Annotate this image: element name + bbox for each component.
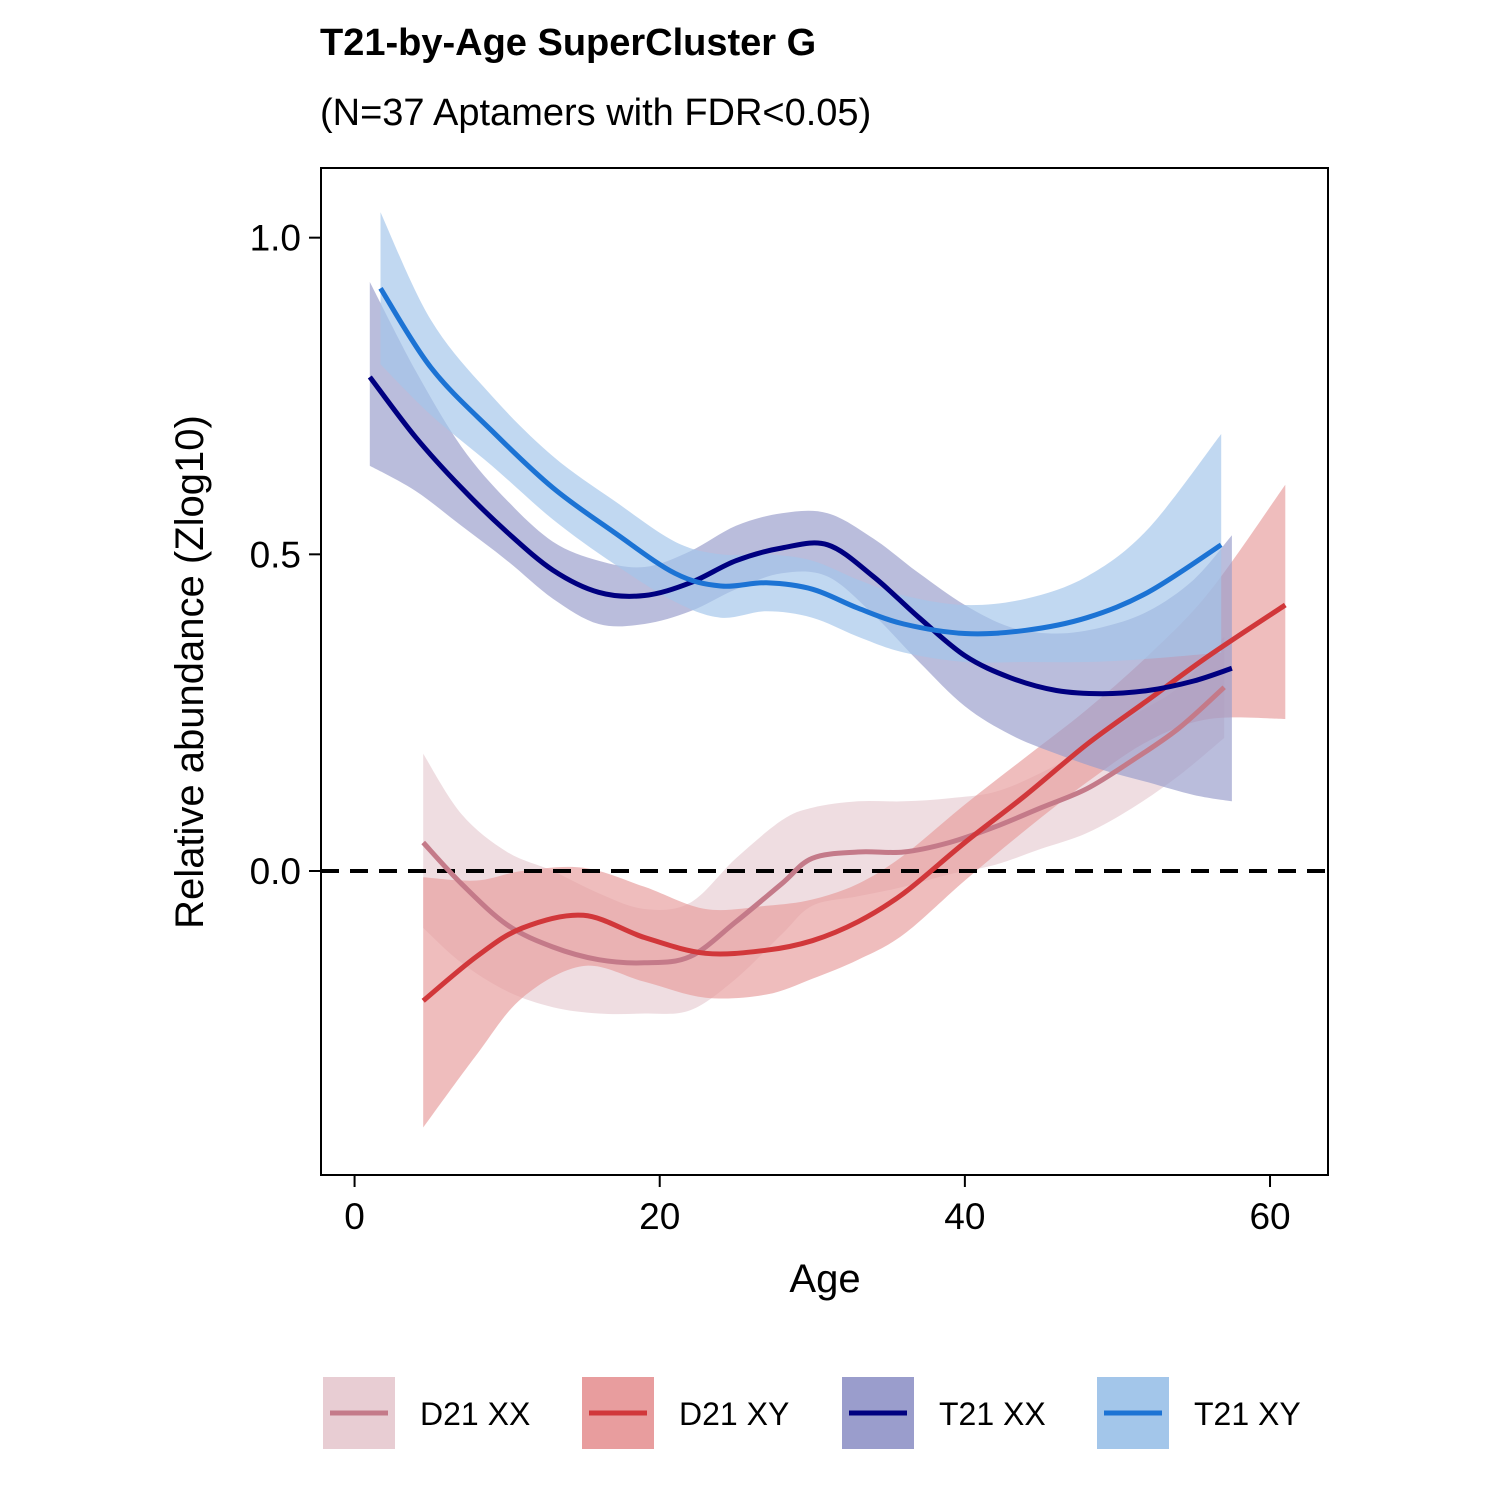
line-d21-xx [421, 685, 1226, 966]
legend: D21 XX D21 XY T21 XX T21 XY [323, 1377, 1301, 1449]
line-d21-xy [421, 602, 1287, 1003]
legend-label-d21-xx: D21 XX [420, 1396, 530, 1432]
legend-label-d21-xy: D21 XY [679, 1396, 789, 1432]
smooth-lines [367, 286, 1287, 1003]
y-axis-label: Relative abundance (Zlog10) [168, 415, 212, 929]
x-axis: 0 20 40 60 [344, 1175, 1291, 1237]
line-t21-xx [367, 375, 1233, 697]
y-axis: 0.0 0.5 1.0 [250, 218, 321, 892]
confidence-ribbons [369, 212, 1286, 1128]
y-tick-label-0: 0.0 [250, 851, 301, 892]
x-tick-label-0: 0 [344, 1196, 365, 1237]
ribbon-d21-xy [423, 484, 1286, 1128]
x-tick-label-20: 20 [639, 1196, 680, 1237]
legend-item-d21-xx: D21 XX [323, 1377, 530, 1449]
plot-panel-border [320, 167, 1329, 1176]
legend-label-t21-xy: T21 XY [1194, 1396, 1301, 1432]
line-t21-xy [378, 286, 1223, 637]
chart-title: T21-by-Age SuperCluster G [320, 22, 817, 64]
x-tick-label-40: 40 [944, 1196, 985, 1237]
y-tick-label-2: 1.0 [250, 218, 301, 259]
legend-item-t21-xy: T21 XY [1097, 1377, 1301, 1449]
ribbon-t21-xy [380, 212, 1222, 663]
x-tick-label-60: 60 [1249, 1196, 1290, 1237]
ribbon-t21-xx [369, 282, 1232, 802]
x-axis-label: Age [789, 1257, 860, 1301]
chart-subtitle: (N=37 Aptamers with FDR<0.05) [320, 92, 872, 134]
y-tick-label-1: 0.5 [250, 534, 301, 575]
legend-item-t21-xx: T21 XX [842, 1377, 1046, 1449]
legend-item-d21-xy: D21 XY [582, 1377, 789, 1449]
legend-label-t21-xx: T21 XX [939, 1396, 1046, 1432]
